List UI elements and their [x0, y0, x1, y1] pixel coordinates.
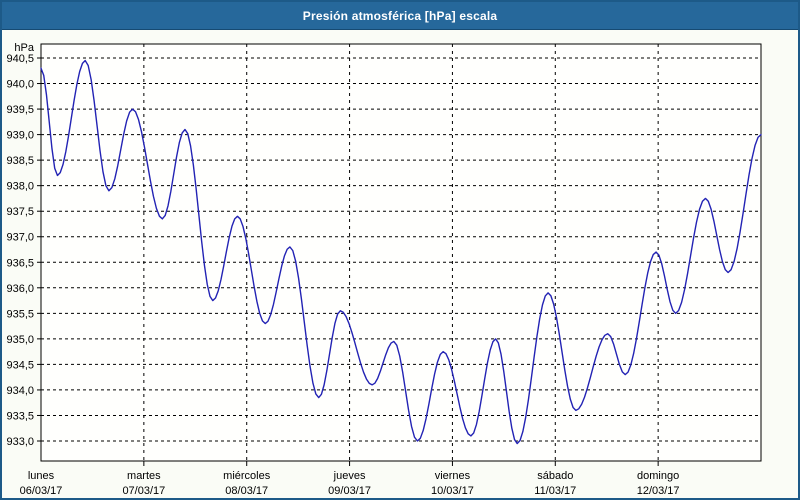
- x-day-date-label: 11/03/17: [534, 485, 576, 497]
- y-tick-label: 933,5: [6, 410, 34, 422]
- x-gridlines-and-labels: lunes 06/03/17 martes 07/03/17 miércoles 08/0…: [20, 44, 680, 497]
- x-day-name-label: martes: [127, 470, 161, 482]
- pressure-line-chart: 940,5 940,0 939,5 939,0 938,5 938,0 937,5 937,0…: [6, 42, 762, 497]
- y-tick-label: 934,5: [6, 359, 34, 371]
- y-tick-label: 938,0: [6, 181, 34, 193]
- y-tick-label: 940,0: [6, 79, 34, 91]
- pressure-curve: [40, 59, 762, 445]
- x-day-name-label: domingo: [637, 470, 679, 482]
- y-tick-label: 933,0: [6, 436, 34, 448]
- x-day-date-label: 07/03/17: [122, 485, 165, 497]
- y-tick-label: 940,5: [6, 53, 34, 65]
- y-tick-label: 937,5: [6, 206, 34, 218]
- x-day-name-label: lunes: [28, 470, 55, 482]
- y-tick-label: 939,0: [6, 130, 34, 142]
- chart-area: 940,5 940,0 939,5 939,0 938,5 938,0 937,5 937,0…: [2, 30, 798, 498]
- page-title: Presión atmosférica [hPa] escala: [302, 8, 498, 23]
- plot-frame: [40, 43, 762, 462]
- y-tick-label: 936,5: [6, 257, 34, 269]
- y-tick-label: 937,0: [6, 232, 34, 244]
- x-day-date-label: 10/03/17: [431, 485, 474, 497]
- y-tick-label: 939,5: [6, 104, 34, 116]
- y-tick-label: 934,0: [6, 385, 34, 397]
- x-day-name-label: sábado: [537, 470, 573, 482]
- y-tick-label: 935,0: [6, 334, 34, 346]
- y-tick-label: 936,0: [6, 283, 34, 295]
- x-day-date-label: 08/03/17: [225, 485, 268, 497]
- y-axis-unit-label: hPa: [14, 42, 34, 54]
- x-day-name-label: miércoles: [223, 470, 271, 482]
- title-bar: Presión atmosférica [hPa] escala: [2, 2, 798, 30]
- x-day-name-label: viernes: [435, 470, 471, 482]
- x-day-name-label: jueves: [333, 470, 366, 482]
- y-gridlines-and-labels: 940,5 940,0 939,5 939,0 938,5 938,0 937,5 937,0…: [6, 53, 761, 448]
- y-tick-label: 938,5: [6, 155, 34, 167]
- x-day-date-label: 06/03/17: [20, 485, 63, 497]
- x-day-date-label: 12/03/17: [637, 485, 680, 497]
- x-day-date-label: 09/03/17: [328, 485, 371, 497]
- plot-background: [41, 44, 761, 461]
- y-tick-label: 935,5: [6, 308, 34, 320]
